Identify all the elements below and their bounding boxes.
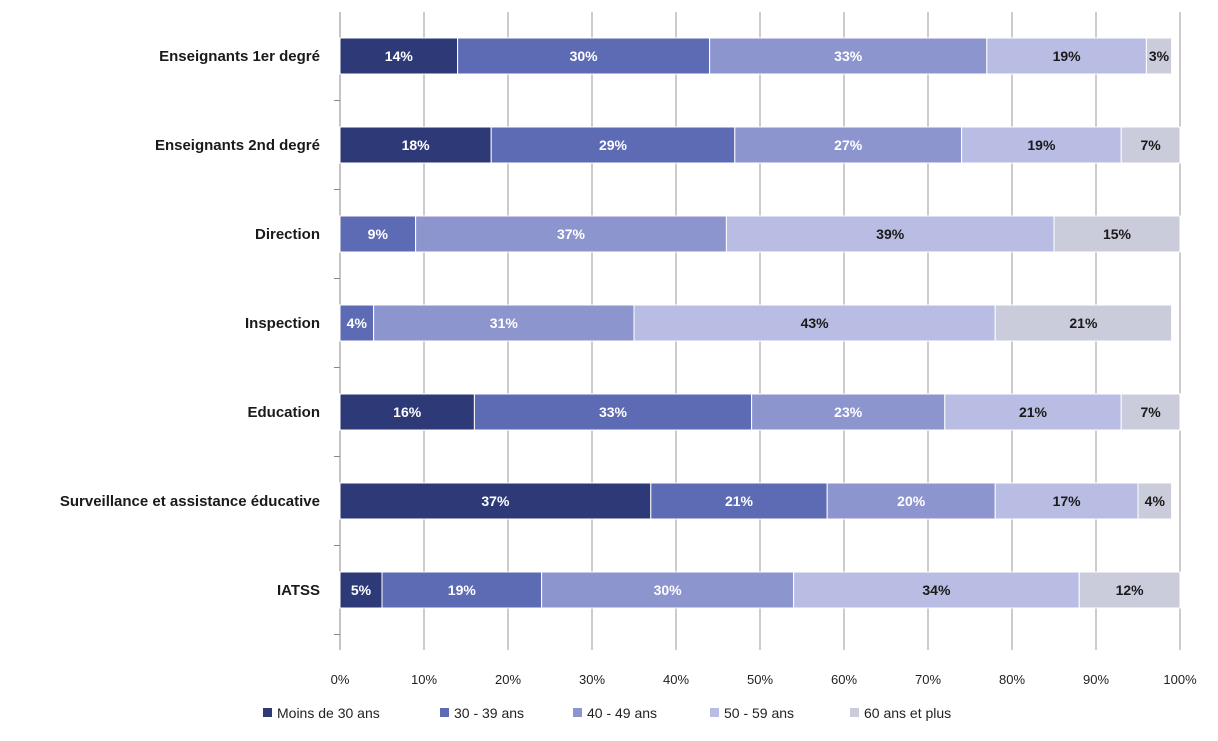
x-tick-label: 60%	[831, 672, 857, 687]
data-label: 7%	[1140, 404, 1161, 420]
bar-segment	[1145, 37, 1173, 75]
category-labels: Enseignants 1er degré Enseignants 2nd deg…	[60, 48, 320, 599]
data-label: 3%	[1149, 48, 1170, 64]
bar-segment	[457, 37, 711, 75]
legend-label: 30 - 39 ans	[454, 705, 524, 721]
bar-segment	[751, 393, 946, 431]
data-label: 30%	[654, 582, 683, 598]
data-label: 21%	[1019, 404, 1048, 420]
data-label: 4%	[347, 315, 368, 331]
bar-segment	[650, 482, 828, 520]
bar-segment	[415, 215, 727, 253]
bar-segment	[373, 304, 635, 342]
bar-segment	[490, 126, 736, 164]
data-label: 21%	[1069, 315, 1098, 331]
x-tick-label: 70%	[915, 672, 941, 687]
data-label: 29%	[599, 137, 628, 153]
data-label: 12%	[1116, 582, 1145, 598]
legend-swatch	[263, 708, 272, 717]
data-label: 31%	[490, 315, 519, 331]
data-label: 19%	[1027, 137, 1056, 153]
x-tick-label: 30%	[579, 672, 605, 687]
legend-swatch	[573, 708, 582, 717]
data-label: 16%	[393, 404, 422, 420]
bar-segment	[1120, 126, 1181, 164]
category-label: Enseignants 2nd degré	[155, 137, 320, 154]
legend-label: Moins de 30 ans	[277, 705, 380, 721]
x-tick-label: 100%	[1163, 672, 1197, 687]
bar-segment	[339, 37, 459, 75]
legend-swatch	[440, 708, 449, 717]
data-label: 33%	[834, 48, 863, 64]
legend: Moins de 30 ans 30 - 39 ans 40 - 49 ans 50 …	[263, 705, 951, 721]
data-label: 17%	[1053, 493, 1082, 509]
bar-segment	[1137, 482, 1173, 520]
x-tick-label: 10%	[411, 672, 437, 687]
bar-segment	[1078, 571, 1181, 609]
x-tick-label: 80%	[999, 672, 1025, 687]
bar-segment	[339, 126, 492, 164]
bar-segment	[339, 482, 652, 520]
data-label: 15%	[1103, 226, 1132, 242]
bar-segment	[633, 304, 996, 342]
category-label: Enseignants 1er degré	[159, 48, 320, 65]
data-label: 18%	[402, 137, 431, 153]
category-label: Surveillance et assistance éducative	[60, 493, 320, 510]
bar-segment	[734, 126, 963, 164]
category-label: IATSS	[277, 582, 320, 599]
data-label: 5%	[351, 582, 372, 598]
legend-label: 50 - 59 ans	[724, 705, 794, 721]
data-label: 19%	[1053, 48, 1082, 64]
bar-segment	[339, 393, 475, 431]
x-axis-ticks: 0% 10% 20% 30% 40% 50% 60% 70% 80% 90% 100%	[331, 672, 1197, 687]
category-label: Direction	[255, 226, 320, 243]
data-label: 37%	[557, 226, 586, 242]
data-label: 9%	[368, 226, 389, 242]
category-label: Education	[247, 404, 320, 421]
data-label: 20%	[897, 493, 926, 509]
data-label: 19%	[448, 582, 477, 598]
bar-segment	[339, 304, 375, 342]
data-label: 27%	[834, 137, 863, 153]
legend-swatch	[850, 708, 859, 717]
bar-segment	[1053, 215, 1181, 253]
x-tick-label: 20%	[495, 672, 521, 687]
bar-segment	[961, 126, 1122, 164]
data-label: 39%	[876, 226, 905, 242]
data-label: 37%	[481, 493, 510, 509]
x-tick-label: 50%	[747, 672, 773, 687]
category-label: Inspection	[245, 315, 320, 332]
bar-segment	[793, 571, 1080, 609]
legend-label: 40 - 49 ans	[587, 705, 657, 721]
data-label: 30%	[570, 48, 599, 64]
bar-segment	[986, 37, 1147, 75]
bar-segment	[994, 482, 1139, 520]
bar-segment	[709, 37, 988, 75]
data-label: 4%	[1145, 493, 1166, 509]
bar-segment	[725, 215, 1055, 253]
data-label: 33%	[599, 404, 628, 420]
x-tick-label: 0%	[331, 672, 350, 687]
data-label: 34%	[922, 582, 951, 598]
data-label: 43%	[801, 315, 830, 331]
data-label: 14%	[385, 48, 414, 64]
legend-swatch	[710, 708, 719, 717]
bar-segment	[473, 393, 753, 431]
bars: 14% 30% 33% 19% 3% 18% 29% 27% 19% 7% 9% 37% 39% 15% 4…	[339, 37, 1181, 609]
data-label: 23%	[834, 404, 863, 420]
x-tick-label: 90%	[1083, 672, 1109, 687]
bar-segment	[381, 571, 543, 609]
bar-segment	[339, 215, 417, 253]
data-label: 21%	[725, 493, 754, 509]
bar-segment	[994, 304, 1173, 342]
data-label: 7%	[1140, 137, 1161, 153]
x-tick-label: 40%	[663, 672, 689, 687]
bar-segment	[1120, 393, 1181, 431]
bar-segment	[339, 571, 383, 609]
bar-segment	[826, 482, 996, 520]
legend-label: 60 ans et plus	[864, 705, 951, 721]
